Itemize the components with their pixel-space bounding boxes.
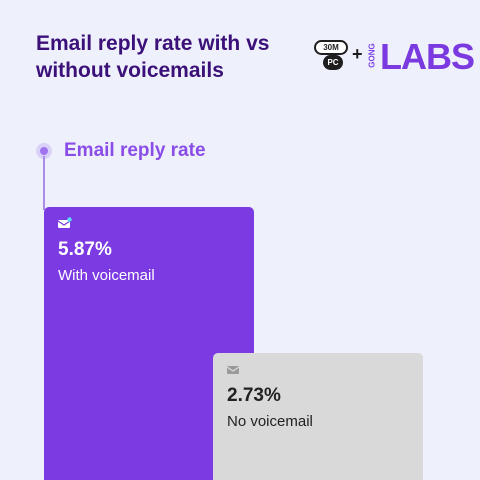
logo-badge-pc: PC (323, 55, 343, 70)
chart-title: Email reply rate with vs without voicema… (36, 32, 270, 82)
brand-logo: 30M PC + GONG LABS (314, 36, 475, 78)
envelope-icon (227, 366, 240, 374)
envelope-icon (58, 217, 72, 228)
axis-marker-dot (40, 147, 48, 155)
logo-plus: + (352, 44, 363, 64)
bar-category-label: With voicemail (58, 267, 155, 284)
axis-marker-line (43, 156, 45, 210)
bar-with-voicemail: 5.87% With voicemail (44, 207, 254, 480)
bar-value-label: 5.87% (58, 239, 112, 260)
y-axis-label: Email reply rate (64, 140, 206, 161)
bar-category-label: No voicemail (227, 413, 313, 430)
logo-badge-30m: 30M (314, 40, 348, 55)
bar-value-label: 2.73% (227, 385, 281, 406)
logo-labs: LABS (380, 36, 475, 77)
bar-no-voicemail: 2.73% No voicemail (213, 353, 423, 480)
logo-gong: GONG (367, 43, 377, 68)
